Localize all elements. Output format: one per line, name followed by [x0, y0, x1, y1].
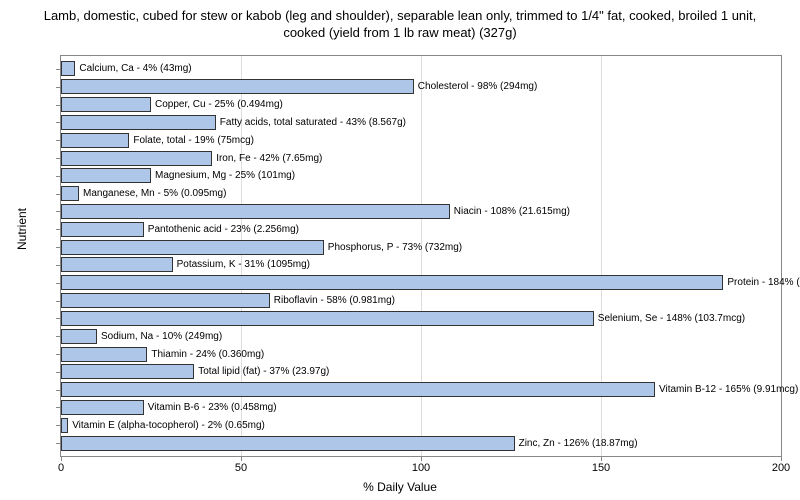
y-tick — [56, 247, 61, 248]
nutrient-label: Folate, total - 19% (75mcg) — [129, 133, 254, 148]
nutrient-bar — [61, 240, 324, 255]
nutrient-bar — [61, 151, 212, 166]
y-tick — [56, 229, 61, 230]
nutrient-label: Thiamin - 24% (0.360mg) — [147, 347, 264, 362]
nutrient-bar — [61, 418, 68, 433]
y-tick — [56, 265, 61, 266]
nutrient-bar — [61, 311, 594, 326]
nutrient-bar — [61, 79, 414, 94]
y-tick — [56, 158, 61, 159]
y-tick — [56, 69, 61, 70]
x-tick-label: 200 — [772, 462, 790, 474]
nutrient-label: Riboflavin - 58% (0.981mg) — [270, 293, 395, 308]
nutrient-label: Zinc, Zn - 126% (18.87mg) — [515, 436, 638, 451]
y-tick — [56, 318, 61, 319]
y-tick — [56, 372, 61, 373]
nutrient-bar — [61, 400, 144, 415]
nutrient-bar — [61, 436, 515, 451]
x-tick-label: 150 — [592, 462, 610, 474]
y-axis-label: Nutrient — [15, 208, 29, 250]
nutrient-label: Iron, Fe - 42% (7.65mg) — [212, 151, 322, 166]
y-tick — [56, 176, 61, 177]
y-tick — [56, 105, 61, 106]
nutrient-bar — [61, 133, 129, 148]
y-tick — [56, 87, 61, 88]
x-tick — [61, 456, 62, 461]
nutrient-bar — [61, 347, 147, 362]
nutrient-bar — [61, 382, 655, 397]
chart-title: Lamb, domestic, cubed for stew or kabob … — [0, 0, 800, 46]
nutrient-bar — [61, 222, 144, 237]
y-tick — [56, 140, 61, 141]
nutrient-bar — [61, 204, 450, 219]
nutrient-label: Total lipid (fat) - 37% (23.97g) — [194, 364, 329, 379]
y-tick — [56, 443, 61, 444]
nutrient-bar — [61, 186, 79, 201]
y-tick — [56, 122, 61, 123]
y-tick — [56, 407, 61, 408]
y-tick — [56, 194, 61, 195]
nutrient-bar — [61, 329, 97, 344]
nutrient-bar — [61, 168, 151, 183]
x-tick-label: 50 — [235, 462, 247, 474]
y-tick — [56, 354, 61, 355]
nutrient-chart: Lamb, domestic, cubed for stew or kabob … — [0, 0, 800, 500]
nutrient-label: Vitamin B-12 - 165% (9.91mcg) — [655, 382, 798, 397]
x-tick — [601, 456, 602, 461]
y-tick — [56, 211, 61, 212]
nutrient-label: Fatty acids, total saturated - 43% (8.56… — [216, 115, 406, 130]
nutrient-label: Magnesium, Mg - 25% (101mg) — [151, 168, 295, 183]
nutrient-label: Potassium, K - 31% (1095mg) — [173, 257, 310, 272]
nutrient-label: Sodium, Na - 10% (249mg) — [97, 329, 222, 344]
x-tick — [781, 456, 782, 461]
y-tick — [56, 336, 61, 337]
nutrient-label: Cholesterol - 98% (294mg) — [414, 79, 538, 94]
nutrient-label: Selenium, Se - 148% (103.7mcg) — [594, 311, 745, 326]
nutrient-label: Phosphorus, P - 73% (732mg) — [324, 240, 462, 255]
nutrient-bar — [61, 257, 173, 272]
y-tick — [56, 301, 61, 302]
plot-area: 050100150200Calcium, Ca - 4% (43mg)Chole… — [60, 55, 782, 457]
nutrient-bar — [61, 97, 151, 112]
nutrient-label: Protein - 184% (91.82g) — [723, 275, 800, 290]
y-tick — [56, 390, 61, 391]
nutrient-bar — [61, 293, 270, 308]
nutrient-label: Vitamin E (alpha-tocopherol) - 2% (0.65m… — [68, 418, 265, 433]
y-tick — [56, 283, 61, 284]
x-tick — [241, 456, 242, 461]
nutrient-label: Manganese, Mn - 5% (0.095mg) — [79, 186, 226, 201]
x-tick-label: 0 — [58, 462, 64, 474]
nutrient-bar — [61, 364, 194, 379]
y-tick — [56, 425, 61, 426]
nutrient-label: Vitamin B-6 - 23% (0.458mg) — [144, 400, 277, 415]
x-tick-label: 100 — [412, 462, 430, 474]
nutrient-label: Pantothenic acid - 23% (2.256mg) — [144, 222, 299, 237]
nutrient-label: Copper, Cu - 25% (0.494mg) — [151, 97, 283, 112]
x-tick — [421, 456, 422, 461]
nutrient-bar — [61, 115, 216, 130]
x-axis-label: % Daily Value — [0, 480, 800, 494]
nutrient-bar — [61, 275, 723, 290]
nutrient-label: Niacin - 108% (21.615mg) — [450, 204, 570, 219]
nutrient-label: Calcium, Ca - 4% (43mg) — [75, 61, 191, 76]
nutrient-bar — [61, 61, 75, 76]
